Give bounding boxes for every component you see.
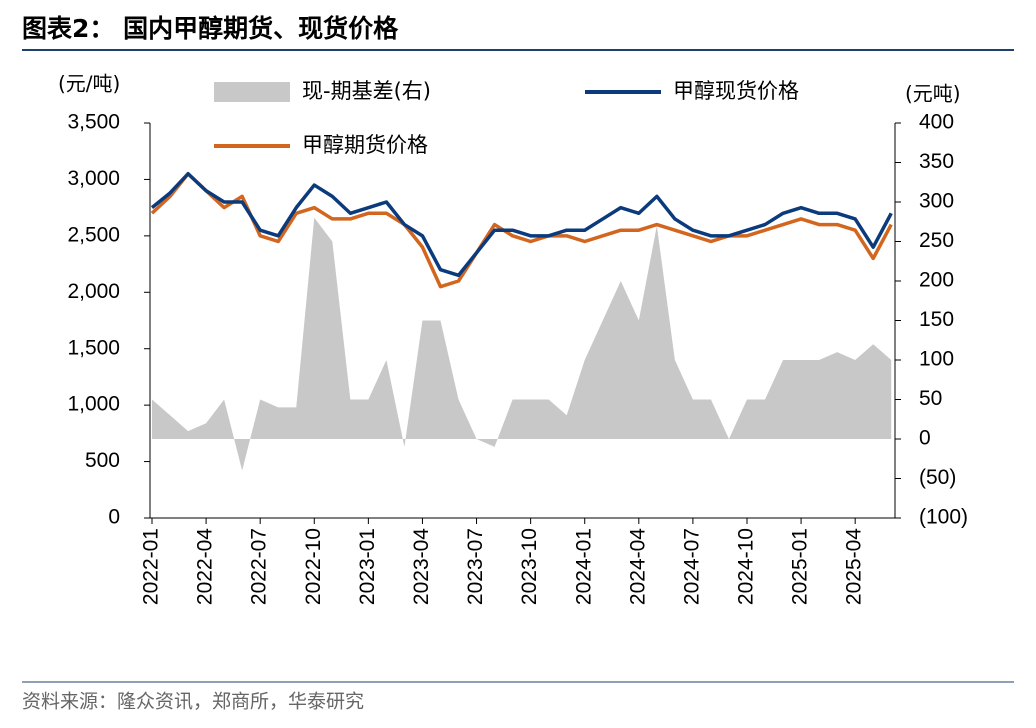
- y-tick-label: 500: [85, 449, 120, 472]
- legend-label: 甲醇期货价格: [302, 133, 428, 157]
- y-tick-label: 1,000: [67, 393, 120, 416]
- y2-tick-label: (50): [919, 466, 956, 489]
- x-tick-label: 2022-04: [194, 528, 217, 605]
- x-tick-label: 2024-07: [680, 528, 703, 605]
- y-tick-label: 0: [108, 506, 120, 529]
- legend-label: 现-期基差(右): [302, 79, 431, 103]
- x-tick-label: 2022-01: [140, 528, 163, 605]
- x-tick-label: 2023-07: [464, 528, 487, 605]
- y2-axis-label: (元吨): [905, 82, 961, 106]
- y-tick-label: 2,500: [67, 223, 120, 246]
- source: 资料来源：隆众资讯，郑商所，华泰研究: [22, 691, 364, 713]
- x-tick-label: 2023-04: [410, 528, 433, 605]
- x-tick-label: 2022-10: [302, 528, 325, 605]
- y2-tick-label: 0: [919, 427, 931, 450]
- y-tick-label: 2,000: [67, 280, 120, 303]
- x-tick-label: 2025-04: [843, 528, 866, 605]
- price-line: [150, 172, 893, 289]
- y2-tick-label: 350: [919, 150, 954, 173]
- y2-tick-label: 200: [919, 269, 954, 292]
- y2-tick-label: 400: [919, 111, 954, 134]
- chart-title: 图表2： 国内甲醇期货、现货价格: [22, 14, 399, 43]
- y2-tick-label: 150: [919, 308, 954, 331]
- x-tick-label: 2022-07: [248, 528, 271, 605]
- y2-tick-label: (100): [919, 506, 968, 529]
- y2-tick-label: 300: [919, 190, 954, 213]
- x-tick-label: 2024-01: [572, 528, 595, 605]
- x-tick-label: 2025-01: [789, 528, 812, 605]
- x-tick-label: 2023-01: [356, 528, 379, 605]
- price-line: [150, 172, 893, 278]
- y-tick-label: 3,000: [67, 167, 120, 190]
- y-tick-label: 3,500: [67, 111, 120, 134]
- legend-label: 甲醇现货价格: [673, 79, 799, 103]
- basis-area: [152, 217, 892, 471]
- y-axis-label: (元/吨): [58, 72, 120, 96]
- y2-tick-label: 50: [919, 387, 942, 410]
- x-tick-label: 2023-10: [518, 528, 541, 605]
- x-tick-label: 2024-10: [735, 528, 758, 605]
- y2-tick-label: 100: [919, 348, 954, 371]
- legend-swatch: [214, 82, 290, 102]
- y2-tick-label: 250: [919, 229, 954, 252]
- y-tick-label: 1,500: [67, 336, 120, 359]
- x-tick-label: 2024-04: [626, 528, 649, 605]
